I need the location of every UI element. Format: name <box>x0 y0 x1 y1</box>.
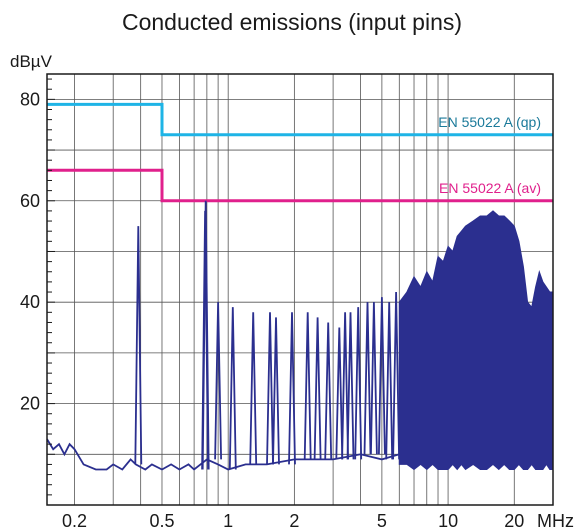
limit-line <box>47 168 553 203</box>
x-tick-label: 10 <box>438 511 458 531</box>
measurement-peak <box>266 312 274 465</box>
y-tick-label: 20 <box>20 394 40 414</box>
limit-label: EN 55022 A (qp) <box>438 114 541 130</box>
y-tick-label: 80 <box>20 89 40 109</box>
chart-title: Conducted emissions (input pins) <box>122 9 462 35</box>
x-axis-unit: MHz <box>537 511 574 531</box>
measurement-peak <box>335 327 344 460</box>
x-tick-label: 0.5 <box>149 511 174 531</box>
measurement-peak <box>272 317 280 465</box>
measurement-peak <box>392 291 400 460</box>
measurement-peak <box>228 307 237 470</box>
x-tick-label: 1 <box>223 511 233 531</box>
x-tick-label: 0.2 <box>62 511 87 531</box>
measurement-peak <box>214 302 222 460</box>
y-tick-label: 40 <box>20 292 40 312</box>
measurement-peak <box>346 312 355 460</box>
measurement-peak <box>288 312 296 465</box>
limit-lines: EN 55022 A (qp) EN 55022 A (av) <box>47 102 553 203</box>
measurement-trace <box>46 200 554 471</box>
x-tick-label: 5 <box>377 511 387 531</box>
measurement-peak <box>363 302 372 455</box>
limit-line <box>47 102 553 137</box>
measurement-baseline <box>46 438 427 471</box>
x-tick-label: 20 <box>504 511 524 531</box>
measurement-peak <box>378 297 386 455</box>
plot-frame <box>46 73 554 506</box>
measurement-peak <box>201 200 210 470</box>
limit-label: EN 55022 A (av) <box>439 180 541 196</box>
measurement-peak <box>249 312 258 465</box>
x-tick-label: 2 <box>289 511 299 531</box>
measurement-peak <box>134 226 143 465</box>
measurement-peak <box>370 302 378 455</box>
measurement-peak <box>354 307 363 460</box>
measurement-peak <box>313 317 322 460</box>
measurement-envelope <box>398 210 554 471</box>
y-axis-unit: dBµV <box>10 52 53 71</box>
y-tick-label: 60 <box>20 191 40 211</box>
measurement-peak <box>324 322 333 460</box>
measurement-peak <box>303 312 312 460</box>
measurement-peak <box>385 302 394 460</box>
axis-ticks: 20 40 60 80 0.2 0.5 1 2 5 10 20 <box>20 78 524 531</box>
measurement-peak <box>341 312 349 460</box>
